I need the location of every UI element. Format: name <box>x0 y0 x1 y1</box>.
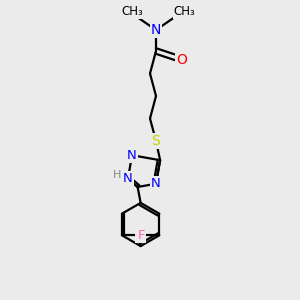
Text: N: N <box>127 149 137 162</box>
Text: N: N <box>123 172 133 185</box>
Text: CH₃: CH₃ <box>121 5 143 19</box>
Text: F: F <box>136 229 144 242</box>
Text: H: H <box>113 170 122 180</box>
Text: CH₃: CH₃ <box>174 5 195 19</box>
Text: S: S <box>152 134 160 148</box>
Text: F: F <box>138 229 145 242</box>
Text: N: N <box>151 23 161 37</box>
Text: N: N <box>151 177 161 190</box>
Text: O: O <box>176 53 187 67</box>
